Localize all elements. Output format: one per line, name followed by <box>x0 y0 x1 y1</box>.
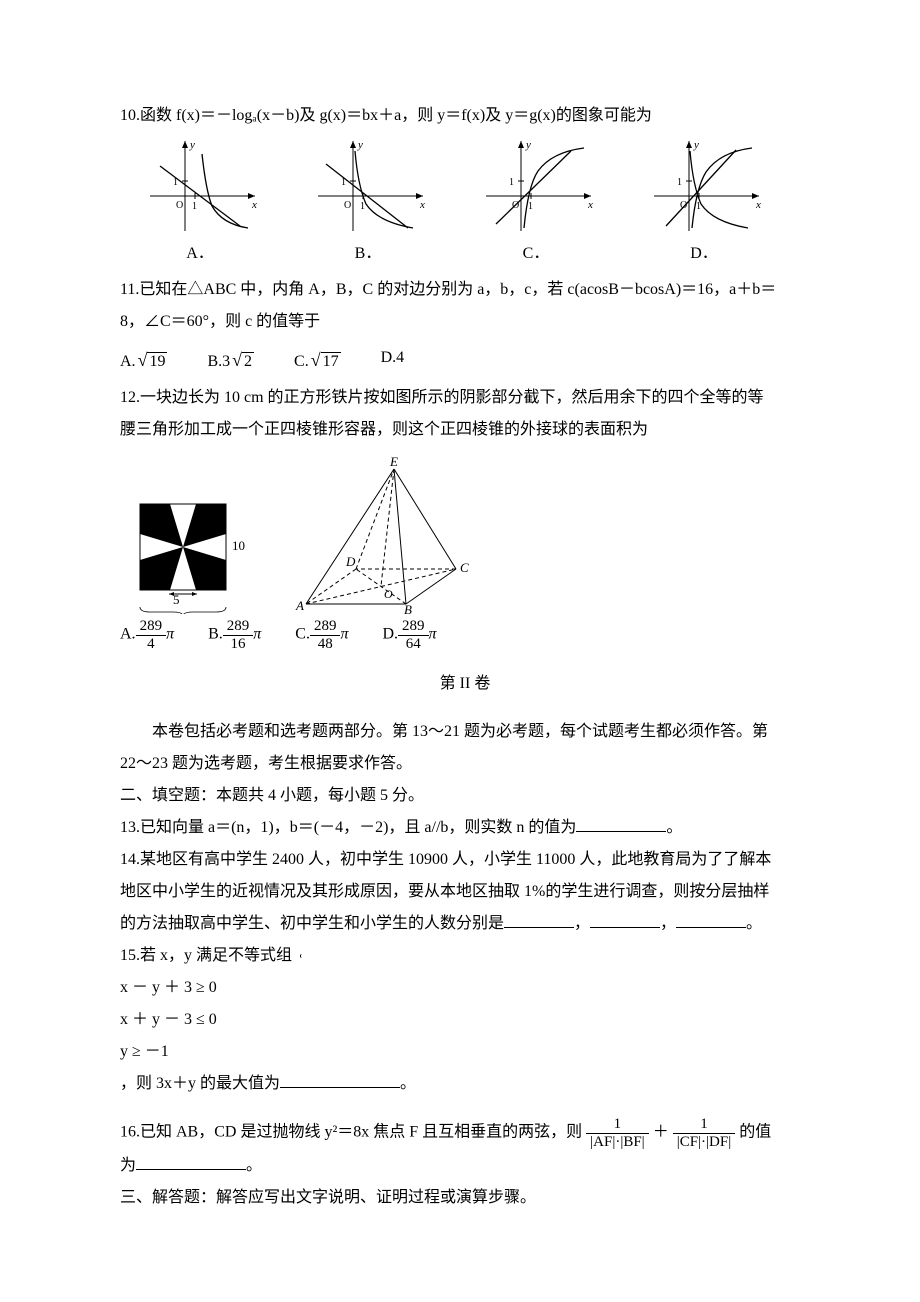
q12-opt-B: B.28916π <box>208 618 261 652</box>
svg-text:x: x <box>419 199 425 211</box>
q10-graph-C: x y O 1 1 C． <box>476 136 596 270</box>
svg-text:O: O <box>176 200 183 211</box>
q14-l2: 地区中小学生的近视情况及其形成原因，要从本地区抽取 1%的学生进行调查，则按分层… <box>120 876 810 908</box>
q15: 15.若 x，y 满足不等式组 <box>120 940 810 972</box>
svg-text:10: 10 <box>232 538 245 553</box>
svg-text:O: O <box>344 200 351 211</box>
q10-label-C: C． <box>476 238 596 270</box>
part2-title: 第 II 卷 <box>120 668 810 700</box>
q10-graphs: x y O 1 1 A． x y O 1 1 B． x <box>140 136 810 270</box>
q11-opt-C: C.17 <box>294 342 341 378</box>
svg-text:y: y <box>693 139 699 151</box>
svg-text:1: 1 <box>677 177 682 188</box>
q16-l2: 为。 <box>120 1150 810 1182</box>
pyramid-icon: E A B C D O <box>276 454 476 614</box>
part2-intro-l1: 本卷包括必考题和选考题两部分。第 13～21 题为必考题，每个试题考生都必须作答… <box>120 716 810 748</box>
axes-icon: x y O 1 1 <box>476 136 596 236</box>
q12-figures: 10 5 E A B C D O <box>130 454 810 614</box>
svg-text:x: x <box>251 199 257 211</box>
sec2-heading: 二、填空题：本题共 4 小题，每小题 5 分。 <box>120 780 810 812</box>
q12-opt-C: C.28948π <box>295 618 348 652</box>
blank <box>576 817 666 832</box>
svg-text:A: A <box>295 598 304 613</box>
q10-graph-D: x y O 1 1 D． <box>644 136 764 270</box>
q10-label-D: D． <box>644 238 764 270</box>
q12-stem-l2: 腰三角形加工成一个正四棱锥形容器，则这个正四棱锥的外接球的表面积为 <box>120 414 810 446</box>
svg-text:x: x <box>587 199 593 211</box>
sec3-heading: 三、解答题：解答应写出文字说明、证明过程或演算步骤。 <box>120 1182 810 1214</box>
q11-opt-B: B.32 <box>207 342 254 378</box>
svg-text:y: y <box>357 139 363 151</box>
axes-icon: x y O 1 1 <box>140 136 260 236</box>
q11-options: A.19 B.32 C.17 D.4 <box>120 342 810 378</box>
q11-stem-l2: 8，∠C＝60°，则 c 的值等于 <box>120 306 810 338</box>
q16-l1: 16.已知 AB，CD 是过抛物线 y²＝8x 焦点 F 且互相垂直的两弦，则 … <box>120 1116 810 1150</box>
q14-l3: 的方法抽取高中学生、初中学生和小学生的人数分别是，，。 <box>120 908 810 940</box>
svg-text:1: 1 <box>528 201 533 212</box>
q10-stem: 10.函数 f(x)＝－logₐ(x－b)及 g(x)＝bx＋a，则 y＝f(x… <box>120 100 810 132</box>
svg-text:y: y <box>525 139 531 151</box>
square-net-icon: 10 5 <box>130 494 250 614</box>
svg-text:D: D <box>345 554 356 569</box>
q14-l1: 14.某地区有高中学生 2400 人，初中学生 10900 人，小学生 1100… <box>120 844 810 876</box>
svg-text:x: x <box>755 199 761 211</box>
part2-intro-l2: 22～23 题为选考题，考生根据要求作答。 <box>120 748 810 780</box>
q12-options: A.2894π B.28916π C.28948π D.28964π <box>120 618 810 652</box>
q10-graph-A: x y O 1 1 A． <box>140 136 260 270</box>
q10-graph-B: x y O 1 1 B． <box>308 136 428 270</box>
q11-opt-D: D.4 <box>381 342 405 378</box>
q11-opt-A: A.19 <box>120 342 167 378</box>
svg-text:1: 1 <box>192 201 197 212</box>
svg-text:1: 1 <box>360 201 365 212</box>
svg-text:y: y <box>189 139 195 151</box>
svg-text:1: 1 <box>509 177 514 188</box>
q12-stem-l1: 12.一块边长为 10 cm 的正方形铁片按如图所示的阴影部分截下，然后用余下的… <box>120 382 810 414</box>
q11-stem-l1: 11.已知在△ABC 中，内角 A，B，C 的对边分别为 a，b，c，若 c(a… <box>120 274 810 306</box>
q13: 13.已知向量 a＝(n，1)，b＝(－4，－2)，且 a//b，则实数 n 的… <box>120 812 810 844</box>
cases-icon <box>300 954 315 958</box>
q12-opt-D: D.28964π <box>382 618 436 652</box>
svg-text:C: C <box>460 560 469 575</box>
svg-text:O: O <box>384 587 393 601</box>
svg-text:B: B <box>404 602 412 614</box>
svg-text:E: E <box>389 454 398 469</box>
q10-label-A: A． <box>140 238 260 270</box>
q10-label-B: B． <box>308 238 428 270</box>
q12-opt-A: A.2894π <box>120 618 174 652</box>
axes-icon: x y O 1 1 <box>308 136 428 236</box>
axes-icon: x y O 1 1 <box>644 136 764 236</box>
